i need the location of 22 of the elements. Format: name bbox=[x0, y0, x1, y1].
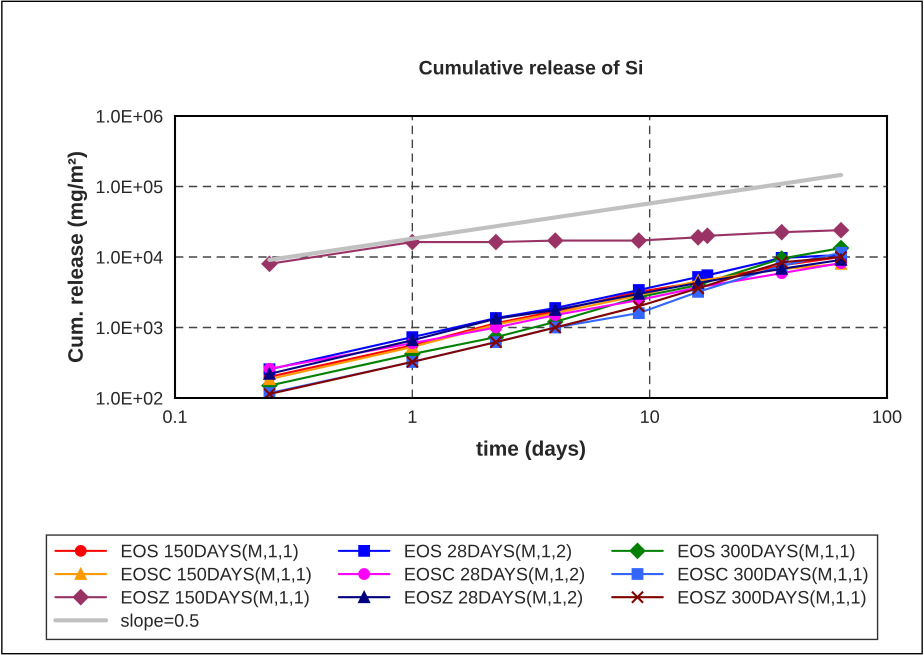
legend-label: EOSC 300DAYS(M,1,1) bbox=[678, 567, 868, 584]
x-tick-label: 1 bbox=[408, 410, 416, 423]
legend-label: slope=0.5 bbox=[120, 614, 198, 630]
y-tick-label: 1.0E+03 bbox=[96, 321, 162, 334]
legend-label: EOSC 150DAYS(M,1,1) bbox=[122, 567, 311, 584]
y-axis-title: Cum. release (mg/m²) bbox=[68, 152, 88, 362]
y-tick-label: 1.0E+05 bbox=[96, 180, 162, 194]
legend-label: EOSZ 28DAYS(M,1,2) bbox=[405, 590, 582, 608]
x-axis-title: time (days) bbox=[476, 440, 585, 460]
x-tick-label: 0.1 bbox=[163, 410, 187, 424]
legend-label: EOS 28DAYS(M,1,2) bbox=[405, 544, 571, 561]
y-tick-label: 1.0E+04 bbox=[96, 250, 163, 264]
chart-title: Cumulative release of Si bbox=[419, 60, 642, 75]
y-tick-label: 1.0E+06 bbox=[96, 110, 162, 123]
legend-label: EOSZ 150DAYS(M,1,1) bbox=[122, 590, 309, 608]
legend-label: EOSC 28DAYS(M,1,2) bbox=[405, 567, 584, 584]
legend-label: EOS 300DAYS(M,1,1) bbox=[678, 544, 854, 561]
x-tick-label: 10 bbox=[641, 410, 660, 424]
y-tick-label: 1.0E+02 bbox=[96, 392, 162, 405]
legend-label: EOSZ 300DAYS(M,1,1) bbox=[678, 590, 866, 608]
legend-label: EOS 150DAYS(M,1,1) bbox=[122, 544, 298, 561]
x-tick-label: 100 bbox=[873, 410, 902, 424]
